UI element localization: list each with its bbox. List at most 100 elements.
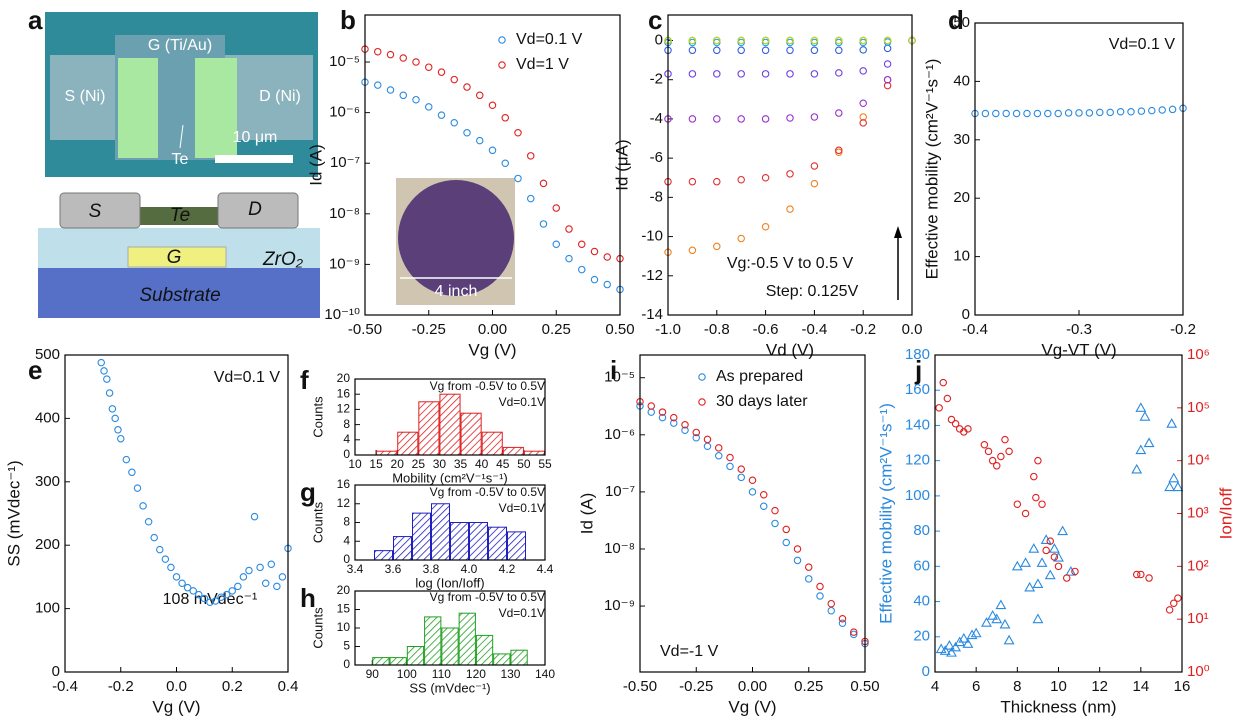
x-tick-label: -0.4 (962, 321, 988, 338)
data-point (816, 582, 824, 591)
panel-label: d (948, 5, 964, 35)
data-point (1042, 546, 1050, 555)
x-tick-label: -0.2 (1170, 321, 1196, 338)
data-point (810, 179, 819, 188)
y-tick-label: 10⁻⁷ (605, 483, 635, 500)
data-point (771, 519, 779, 528)
data-point (111, 414, 119, 423)
annotation: Vg:-0.5 V to 0.5 V (727, 255, 854, 272)
panel-a: a G (Ti/Au) S (Ni) D (Ni) 10 μm Te S Te … (28, 5, 320, 318)
data-point (835, 109, 843, 117)
data-point (1011, 560, 1023, 571)
x-tick-label: 0.50 (850, 678, 879, 695)
data-point (195, 590, 203, 599)
plot-frame (364, 14, 621, 316)
data-point (970, 627, 982, 638)
data-point (737, 175, 745, 184)
data-point (688, 70, 697, 78)
data-point (373, 47, 382, 56)
data-point (1170, 599, 1178, 608)
data-point (692, 433, 700, 442)
y-tick-label: 0 (343, 447, 350, 461)
chart: g 3.4 3.6 3.8 4.0 4.2 4.4 0 4 8 12 16 log (Ion/Ioff)… (300, 477, 554, 591)
x-tick-label: 0.0 (166, 678, 187, 695)
te-channel (130, 207, 230, 225)
chart: b -0.50 -0.25 0.00 0.25 0.50 10⁻¹⁰ 10⁻⁹ 10⁻⁸ 10⁻⁷… (306, 5, 634, 360)
data-point (782, 525, 790, 534)
data-point (1106, 108, 1114, 117)
data-point (658, 413, 667, 422)
data-point (577, 265, 586, 274)
data-point (987, 610, 999, 620)
plot-frame (974, 22, 1184, 316)
data-point (133, 484, 142, 492)
data-point (981, 109, 990, 118)
data-point (761, 38, 770, 47)
data-point (234, 582, 242, 591)
data-point (501, 159, 509, 167)
data-point (859, 38, 867, 47)
data-point (761, 70, 770, 78)
data-point (980, 441, 989, 449)
y-tick-label: 20 (953, 189, 970, 206)
x-tick-label: 130 (500, 667, 520, 681)
data-point (603, 253, 611, 261)
y-tick-label: 140 (905, 416, 930, 433)
data-point (1065, 565, 1077, 576)
data-point (859, 99, 867, 107)
scale-bar (215, 155, 293, 163)
data-point (713, 38, 721, 47)
plot-frame (64, 354, 289, 673)
x-tick-label: 3.4 (347, 562, 364, 576)
data-point (964, 425, 972, 433)
data-point (150, 533, 158, 542)
data-point (647, 408, 655, 416)
data-point (1127, 108, 1135, 116)
data-point (1023, 109, 1031, 118)
data-point (703, 442, 712, 451)
x-tick-label: -0.50 (623, 678, 657, 695)
data-point (463, 129, 471, 137)
data-point (1005, 447, 1013, 456)
data-point (539, 220, 548, 228)
x-tick-label: 4 (931, 678, 939, 695)
legend-label: Vd=1 V (516, 56, 569, 73)
panel-label: a (28, 5, 43, 35)
data-point (256, 563, 264, 572)
data-point (167, 563, 175, 572)
data-point (539, 179, 548, 188)
data-point (1135, 402, 1147, 412)
y-tick-label: 4 (343, 432, 350, 446)
bar (481, 431, 503, 456)
data-point (1032, 613, 1044, 624)
data-point (514, 174, 522, 183)
data-point (1137, 570, 1145, 579)
data-point (935, 404, 943, 412)
x-tick-label: 14 (1132, 678, 1149, 695)
data-point (688, 246, 697, 255)
chart: c -1.0 -0.8 -0.6 -0.4 -0.2 0.0 -14 -12 -10 -8 -6 -4 -… (612, 5, 922, 360)
plot-frame (639, 354, 866, 673)
y-tick-label: 10⁻⁵ (604, 369, 635, 386)
bar (389, 657, 407, 666)
data-point (1148, 106, 1156, 115)
chart: j4 6 8 10 12 14 1602040608010012014016018010⁰1… (876, 346, 1235, 717)
data-point (1032, 578, 1044, 588)
data-point (849, 630, 858, 639)
data-point (117, 434, 125, 443)
x-tick-label: 4.2 (499, 562, 516, 576)
y-tick-label: 80 (913, 522, 930, 539)
schematic-label: ZrO₂ (262, 249, 304, 270)
y-tick-label: 12 (337, 402, 351, 416)
data-point (156, 545, 164, 554)
data-point (726, 453, 734, 462)
source-electrode (59, 192, 141, 229)
x-tick-label: 110 (432, 667, 451, 681)
data-point (424, 63, 433, 71)
x-tick-label: 45 (496, 457, 510, 471)
y-tick-label: 10 (953, 248, 970, 265)
x-axis-title: Vg (V) (468, 340, 516, 359)
data-point (658, 408, 667, 416)
